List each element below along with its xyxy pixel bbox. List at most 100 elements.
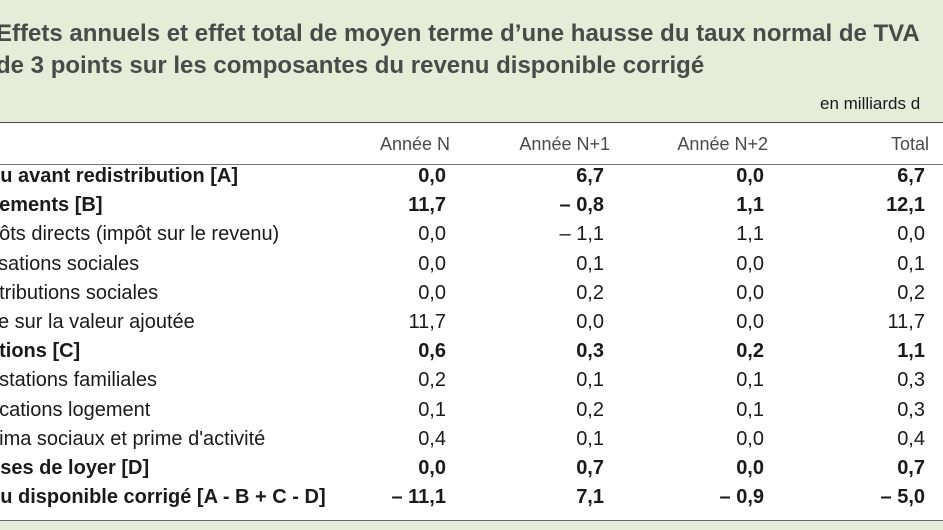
cell-annee-n: 0,6 bbox=[418, 340, 446, 363]
header-row: Année N Année N+1 Année N+2 Total bbox=[0, 126, 943, 162]
cell-annee-n2: 0,1 bbox=[736, 398, 764, 421]
row-label-cell: ations [C] bbox=[0, 337, 380, 366]
cell-total: 0,7 bbox=[897, 456, 925, 479]
cell-annee-n: 0,1 bbox=[418, 398, 446, 421]
row-label: vements [B] bbox=[0, 194, 103, 217]
table-row: nses de loyer [D] 0,0 0,7 0,0 0,7 bbox=[0, 454, 943, 483]
row-label-cell: ocations logement bbox=[0, 396, 380, 425]
row-label: tisations sociales bbox=[0, 252, 140, 275]
row-label-cell: nu avant redistribution [A] bbox=[0, 162, 380, 191]
cell-annee-n: 11,7 bbox=[408, 194, 446, 217]
top-rule bbox=[0, 122, 943, 123]
cell-total: – 5,0 bbox=[880, 486, 925, 509]
row-label-cell: xe sur la valeur ajoutée bbox=[0, 308, 380, 337]
table-header: Année N Année N+1 Année N+2 Total bbox=[0, 126, 943, 162]
table-row: ocations logement 0,1 0,2 0,1 0,3 bbox=[0, 396, 943, 425]
row-label: nu avant redistribution [A] bbox=[0, 165, 238, 188]
row-label: ations [C] bbox=[0, 340, 81, 363]
row-label-cell: nu disponible corrigé [A - B + C - D] bbox=[0, 483, 380, 512]
row-label: nu disponible corrigé [A - B + C - D] bbox=[0, 486, 326, 509]
table-row: estations familiales 0,2 0,1 0,1 0,3 bbox=[0, 366, 943, 395]
cell-annee-n1: 0,3 bbox=[576, 340, 604, 363]
cell-total: 0,4 bbox=[897, 427, 925, 450]
cell-annee-n1: – 0,8 bbox=[559, 194, 604, 217]
table-title: Effets annuels et effet total de moyen t… bbox=[0, 20, 919, 79]
title-band bbox=[0, 0, 943, 122]
cell-annee-n: – 11,1 bbox=[391, 486, 446, 509]
table-row: ntributions sociales 0,0 0,2 0,0 0,2 bbox=[0, 279, 943, 308]
row-label-cell: tisations sociales bbox=[0, 250, 380, 279]
bottom-band bbox=[0, 520, 943, 530]
data-table: Année N Année N+1 Année N+2 Total nu ava… bbox=[0, 126, 943, 512]
table-row: nu disponible corrigé [A - B + C - D] – 1… bbox=[0, 483, 943, 512]
cell-annee-n2: 0,0 bbox=[736, 252, 764, 275]
table-row: tisations sociales 0,0 0,1 0,0 0,1 bbox=[0, 250, 943, 279]
cell-total: 6,7 bbox=[897, 165, 925, 188]
cell-annee-n1: 0,2 bbox=[576, 398, 604, 421]
cell-total: 11,7 bbox=[887, 311, 925, 334]
row-label: nses de loyer [D] bbox=[0, 456, 150, 479]
column-header-annee-n: Année N bbox=[380, 133, 451, 154]
cell-annee-n1: 6,7 bbox=[576, 165, 604, 188]
table-row: nima sociaux et prime d'activité 0,4 0,1 0,… bbox=[0, 425, 943, 454]
cell-annee-n2: 1,1 bbox=[736, 194, 764, 217]
cell-annee-n2: 0,0 bbox=[736, 427, 764, 450]
cell-total: 0,0 bbox=[897, 223, 925, 246]
cell-annee-n2: 0,0 bbox=[736, 456, 764, 479]
cell-annee-n1: 0,2 bbox=[576, 281, 604, 304]
table-body: nu avant redistribution [A] 0,0 6,7 0,0 6,7 v… bbox=[0, 162, 943, 512]
cell-annee-n: 0,0 bbox=[418, 456, 446, 479]
cell-annee-n2: 0,0 bbox=[736, 165, 764, 188]
row-label-cell: ntributions sociales bbox=[0, 279, 380, 308]
cell-total: 1,1 bbox=[897, 340, 925, 363]
table-row: vements [B] 11,7 – 0,8 1,1 12,1 bbox=[0, 191, 943, 220]
header-label bbox=[0, 126, 380, 162]
row-label: ocations logement bbox=[0, 398, 151, 421]
row-label: pôts directs (impôt sur le revenu) bbox=[0, 223, 280, 246]
row-label-cell: pôts directs (impôt sur le revenu) bbox=[0, 220, 380, 249]
cell-annee-n: 11,7 bbox=[408, 311, 446, 334]
cell-total: 0,1 bbox=[897, 252, 925, 275]
unit-note: en milliards d bbox=[820, 94, 921, 113]
cell-annee-n1: 0,7 bbox=[576, 456, 604, 479]
cell-annee-n2: 1,1 bbox=[736, 223, 764, 246]
table-row: pôts directs (impôt sur le revenu) 0,0 – 1… bbox=[0, 220, 943, 249]
cell-annee-n2: 0,0 bbox=[736, 281, 764, 304]
table-row: nu avant redistribution [A] 0,0 6,7 0,0 6,7 bbox=[0, 162, 943, 191]
cell-annee-n2: – 0,9 bbox=[719, 486, 764, 509]
table-row: xe sur la valeur ajoutée 11,7 0,0 0,0 11,7 bbox=[0, 308, 943, 337]
header-rule bbox=[0, 164, 943, 165]
cell-annee-n: 0,0 bbox=[418, 252, 446, 275]
cell-total: 0,3 bbox=[897, 369, 925, 392]
table-row: ations [C] 0,6 0,3 0,2 1,1 bbox=[0, 337, 943, 366]
row-label: nima sociaux et prime d'activité bbox=[0, 427, 266, 450]
cell-annee-n1: 7,1 bbox=[576, 486, 604, 509]
cell-total: 0,3 bbox=[897, 398, 925, 421]
cell-annee-n: 0,0 bbox=[418, 281, 446, 304]
column-header-annee-n2: Année N+2 bbox=[677, 133, 768, 154]
cell-annee-n: 0,0 bbox=[418, 165, 446, 188]
cell-total: 0,2 bbox=[897, 281, 925, 304]
row-label-cell: nima sociaux et prime d'activité bbox=[0, 425, 380, 454]
cell-annee-n2: 0,0 bbox=[736, 311, 764, 334]
row-label-cell: nses de loyer [D] bbox=[0, 454, 380, 483]
column-header-annee-n1: Année N+1 bbox=[519, 133, 610, 154]
cell-annee-n: 0,2 bbox=[418, 369, 446, 392]
row-label-cell: vements [B] bbox=[0, 191, 380, 220]
cell-total: 12,1 bbox=[886, 194, 925, 217]
cell-annee-n1: 0,1 bbox=[576, 369, 604, 392]
row-label-cell: estations familiales bbox=[0, 366, 380, 395]
cell-annee-n: 0,0 bbox=[418, 223, 446, 246]
cell-annee-n2: 0,1 bbox=[736, 369, 764, 392]
column-header-total: Total bbox=[890, 133, 929, 154]
cell-annee-n1: – 1,1 bbox=[559, 223, 604, 246]
bottom-rule bbox=[0, 520, 943, 521]
row-label: xe sur la valeur ajoutée bbox=[0, 311, 195, 334]
cell-annee-n1: 0,1 bbox=[576, 427, 604, 450]
row-label: estations familiales bbox=[0, 369, 157, 392]
cell-annee-n: 0,4 bbox=[418, 427, 446, 450]
cell-annee-n1: 0,1 bbox=[576, 252, 604, 275]
row-label: ntributions sociales bbox=[0, 281, 159, 304]
cell-annee-n2: 0,2 bbox=[736, 340, 764, 363]
cell-annee-n1: 0,0 bbox=[576, 311, 604, 334]
